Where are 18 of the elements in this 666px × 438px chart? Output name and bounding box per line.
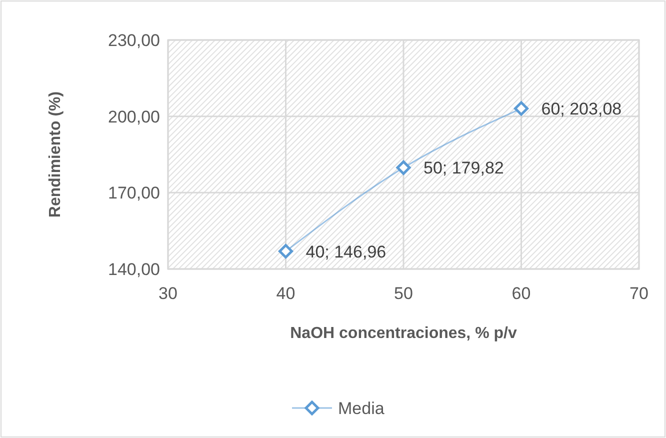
y-tick-label: 140,00	[108, 260, 160, 279]
y-tick-label: 200,00	[108, 107, 160, 126]
x-tick-label: 70	[630, 284, 648, 303]
x-tick-label: 50	[394, 284, 413, 303]
x-tick-label: 30	[158, 284, 178, 303]
x-tick-label: 40	[276, 284, 296, 303]
point	[278, 244, 293, 259]
point	[396, 160, 411, 175]
data-label: 40; 146,96	[306, 242, 386, 262]
data-label: 50; 179,82	[424, 158, 504, 178]
x-tick-label: 60	[512, 284, 531, 303]
x-axis-title: NaOH concentraciones, % p/v	[290, 325, 517, 342]
y-tick-label: 230,00	[108, 31, 160, 50]
data-label: 60; 203,08	[541, 99, 622, 118]
point	[514, 101, 528, 116]
legend-label: Media	[338, 399, 385, 418]
y-tick-label: 170,00	[108, 184, 160, 203]
y-axis-title: Rendimiento (%)	[47, 91, 64, 218]
